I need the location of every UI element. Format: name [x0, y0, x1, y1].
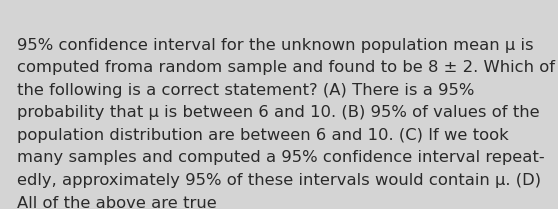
Text: All of the above are true: All of the above are true — [17, 196, 217, 209]
Text: edly, approximately 95% of these intervals would contain μ. (D): edly, approximately 95% of these interva… — [17, 173, 541, 188]
Text: the following is a correct statement? (A) There is a 95%: the following is a correct statement? (A… — [17, 83, 474, 98]
Text: 95% confidence interval for the unknown population mean μ is: 95% confidence interval for the unknown … — [17, 38, 533, 53]
Text: computed froma random sample and found to be 8 ± 2. Which of: computed froma random sample and found t… — [17, 60, 555, 75]
Text: population distribution are between 6 and 10. (C) If we took: population distribution are between 6 an… — [17, 128, 508, 143]
Text: probability that μ is between 6 and 10. (B) 95% of values of the: probability that μ is between 6 and 10. … — [17, 105, 540, 120]
Text: many samples and computed a 95% confidence interval repeat-: many samples and computed a 95% confiden… — [17, 150, 545, 166]
